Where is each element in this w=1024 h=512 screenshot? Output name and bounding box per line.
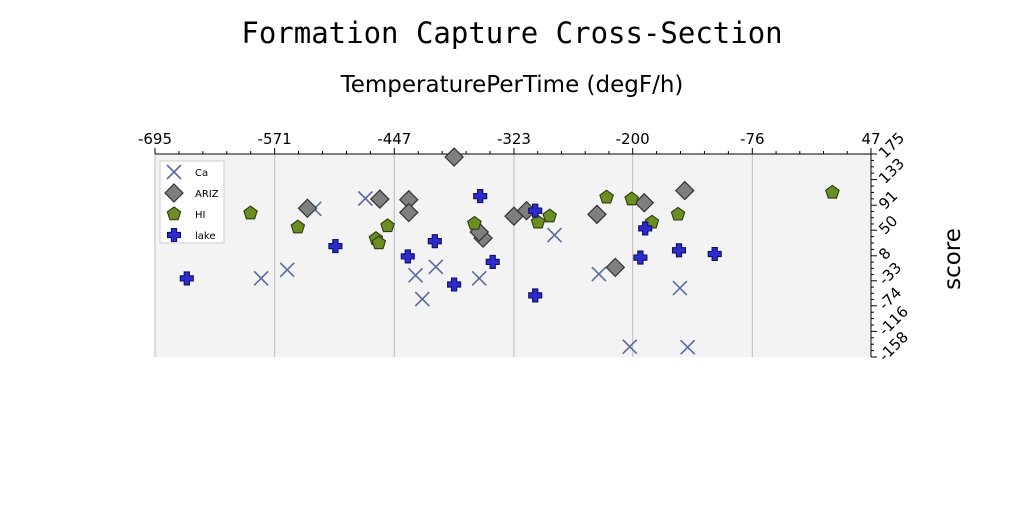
data-point-lake (528, 288, 543, 303)
data-point-lake (528, 203, 543, 218)
y-axis-label: score (940, 228, 966, 290)
data-point-lake (633, 250, 648, 265)
legend: Ca ARIZ HI lake (159, 160, 225, 244)
data-point-ca (253, 270, 269, 286)
x-axis-label: TemperaturePerTime (degF/h) (340, 72, 684, 98)
data-point-hi (599, 189, 614, 204)
x-tick-label: -447 (377, 130, 411, 148)
data-point-ca (471, 270, 487, 286)
legend-marker-hi (166, 206, 182, 221)
data-point-ca (407, 267, 424, 283)
data-point-lake (447, 277, 462, 292)
legend-label: ARIZ (195, 189, 219, 200)
y-tick-label: 133 (875, 154, 908, 187)
data-point-ca (622, 339, 638, 355)
plot-area (155, 154, 871, 357)
data-point-lake (179, 271, 194, 286)
series-lake (179, 189, 722, 303)
data-point-ca (672, 280, 688, 296)
data-point-ariz (297, 198, 318, 219)
data-point-lake (473, 189, 488, 204)
series-hi (243, 184, 840, 250)
data-point-hi (670, 206, 686, 221)
y-tick-label: -33 (875, 259, 905, 289)
data-point-ca (428, 259, 444, 275)
chart-title: Formation Capture Cross-Section (241, 16, 782, 50)
data-point-lake (328, 239, 343, 254)
legend-marker-ca (166, 164, 182, 180)
x-tick-label: -695 (138, 130, 172, 148)
data-point-ca (680, 339, 696, 355)
data-point-lake (638, 221, 653, 236)
data-point-lake (400, 249, 415, 264)
legend-marker-lake (166, 227, 182, 243)
data-point-ca (546, 227, 563, 243)
data-point-ariz (369, 189, 390, 209)
data-point-lake (671, 243, 687, 258)
data-point-hi (825, 184, 840, 199)
data-point-ca (279, 262, 295, 278)
x-tick-label: -76 (740, 130, 765, 148)
x-tick-label: 47 (861, 130, 880, 148)
data-point-hi (371, 235, 387, 250)
data-point-hi (530, 214, 546, 229)
data-point-lake (485, 254, 500, 269)
legend-label: lake (195, 231, 216, 242)
data-point-hi (542, 208, 557, 223)
data-point-ca (357, 190, 373, 207)
y-tick-label: 91 (875, 187, 901, 213)
data-point-lake (707, 246, 722, 262)
legend-label: HI (195, 210, 205, 221)
x-tick-label: -200 (616, 130, 650, 148)
x-tick-label: -323 (497, 130, 531, 148)
data-point-hi (624, 191, 639, 206)
data-point-ariz (634, 192, 655, 213)
data-point-hi (243, 205, 258, 220)
legend-marker-ariz (164, 183, 184, 203)
series-ariz (297, 147, 695, 278)
data-point-hi (380, 218, 395, 233)
data-point-ariz (605, 257, 626, 278)
data-point-ariz (587, 204, 607, 225)
data-point-ariz (444, 147, 464, 167)
data-point-hi (467, 215, 482, 230)
data-points (179, 147, 840, 355)
data-point-lake (427, 234, 442, 249)
data-point-hi (290, 219, 306, 234)
data-point-ca (414, 291, 430, 307)
y-tick-label: 50 (875, 212, 901, 238)
data-point-ariz (674, 180, 695, 201)
data-point-ca (591, 266, 607, 282)
legend-label: Ca (195, 168, 208, 179)
data-point-ariz (398, 202, 419, 223)
series-ca (253, 190, 696, 355)
x-tick-label: -571 (258, 130, 292, 148)
